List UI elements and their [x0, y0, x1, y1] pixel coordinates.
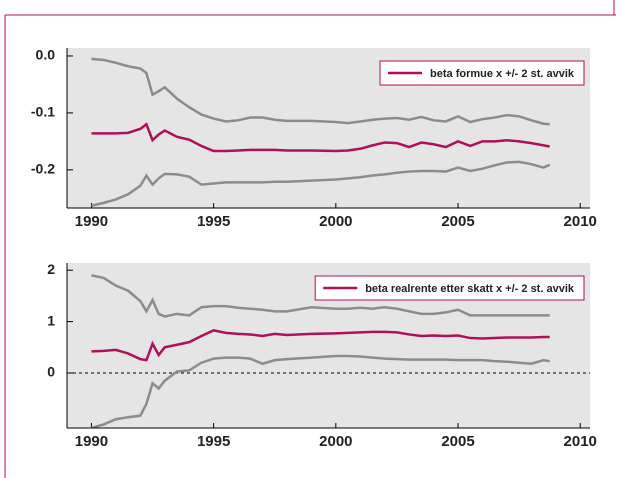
series-line — [91, 329, 550, 362]
x-tick-label: 2000 — [319, 433, 352, 450]
y-tick-label: 0.0 — [36, 47, 56, 63]
y-tick-label: 2 — [47, 261, 55, 277]
y-tick-label: -0.2 — [31, 161, 55, 177]
x-tick-label: 2005 — [441, 213, 474, 230]
y-tick-label: -0.1 — [31, 104, 55, 120]
series-line — [91, 354, 550, 428]
y-tick-label: 0 — [47, 364, 55, 380]
legend-label: beta formue x +/- 2 st. avvik — [430, 68, 575, 80]
x-tick-label: 2010 — [564, 213, 597, 230]
series-line — [91, 274, 550, 318]
series-line — [91, 160, 551, 207]
series-line — [91, 57, 550, 126]
x-tick-label: 2005 — [441, 433, 474, 450]
x-tick-label: 2010 — [564, 433, 597, 450]
series-line — [91, 122, 550, 153]
legend-label: beta realrente etter skatt x +/- 2 st. a… — [365, 283, 575, 295]
legend-box — [314, 275, 585, 301]
x-tick-label: 1995 — [197, 433, 230, 450]
x-tick-label: 1990 — [75, 213, 108, 230]
x-tick-label: 1990 — [75, 433, 108, 450]
x-tick-label: 1995 — [197, 213, 230, 230]
y-tick-label: 1 — [47, 312, 55, 328]
x-tick-label: 2000 — [319, 213, 352, 230]
